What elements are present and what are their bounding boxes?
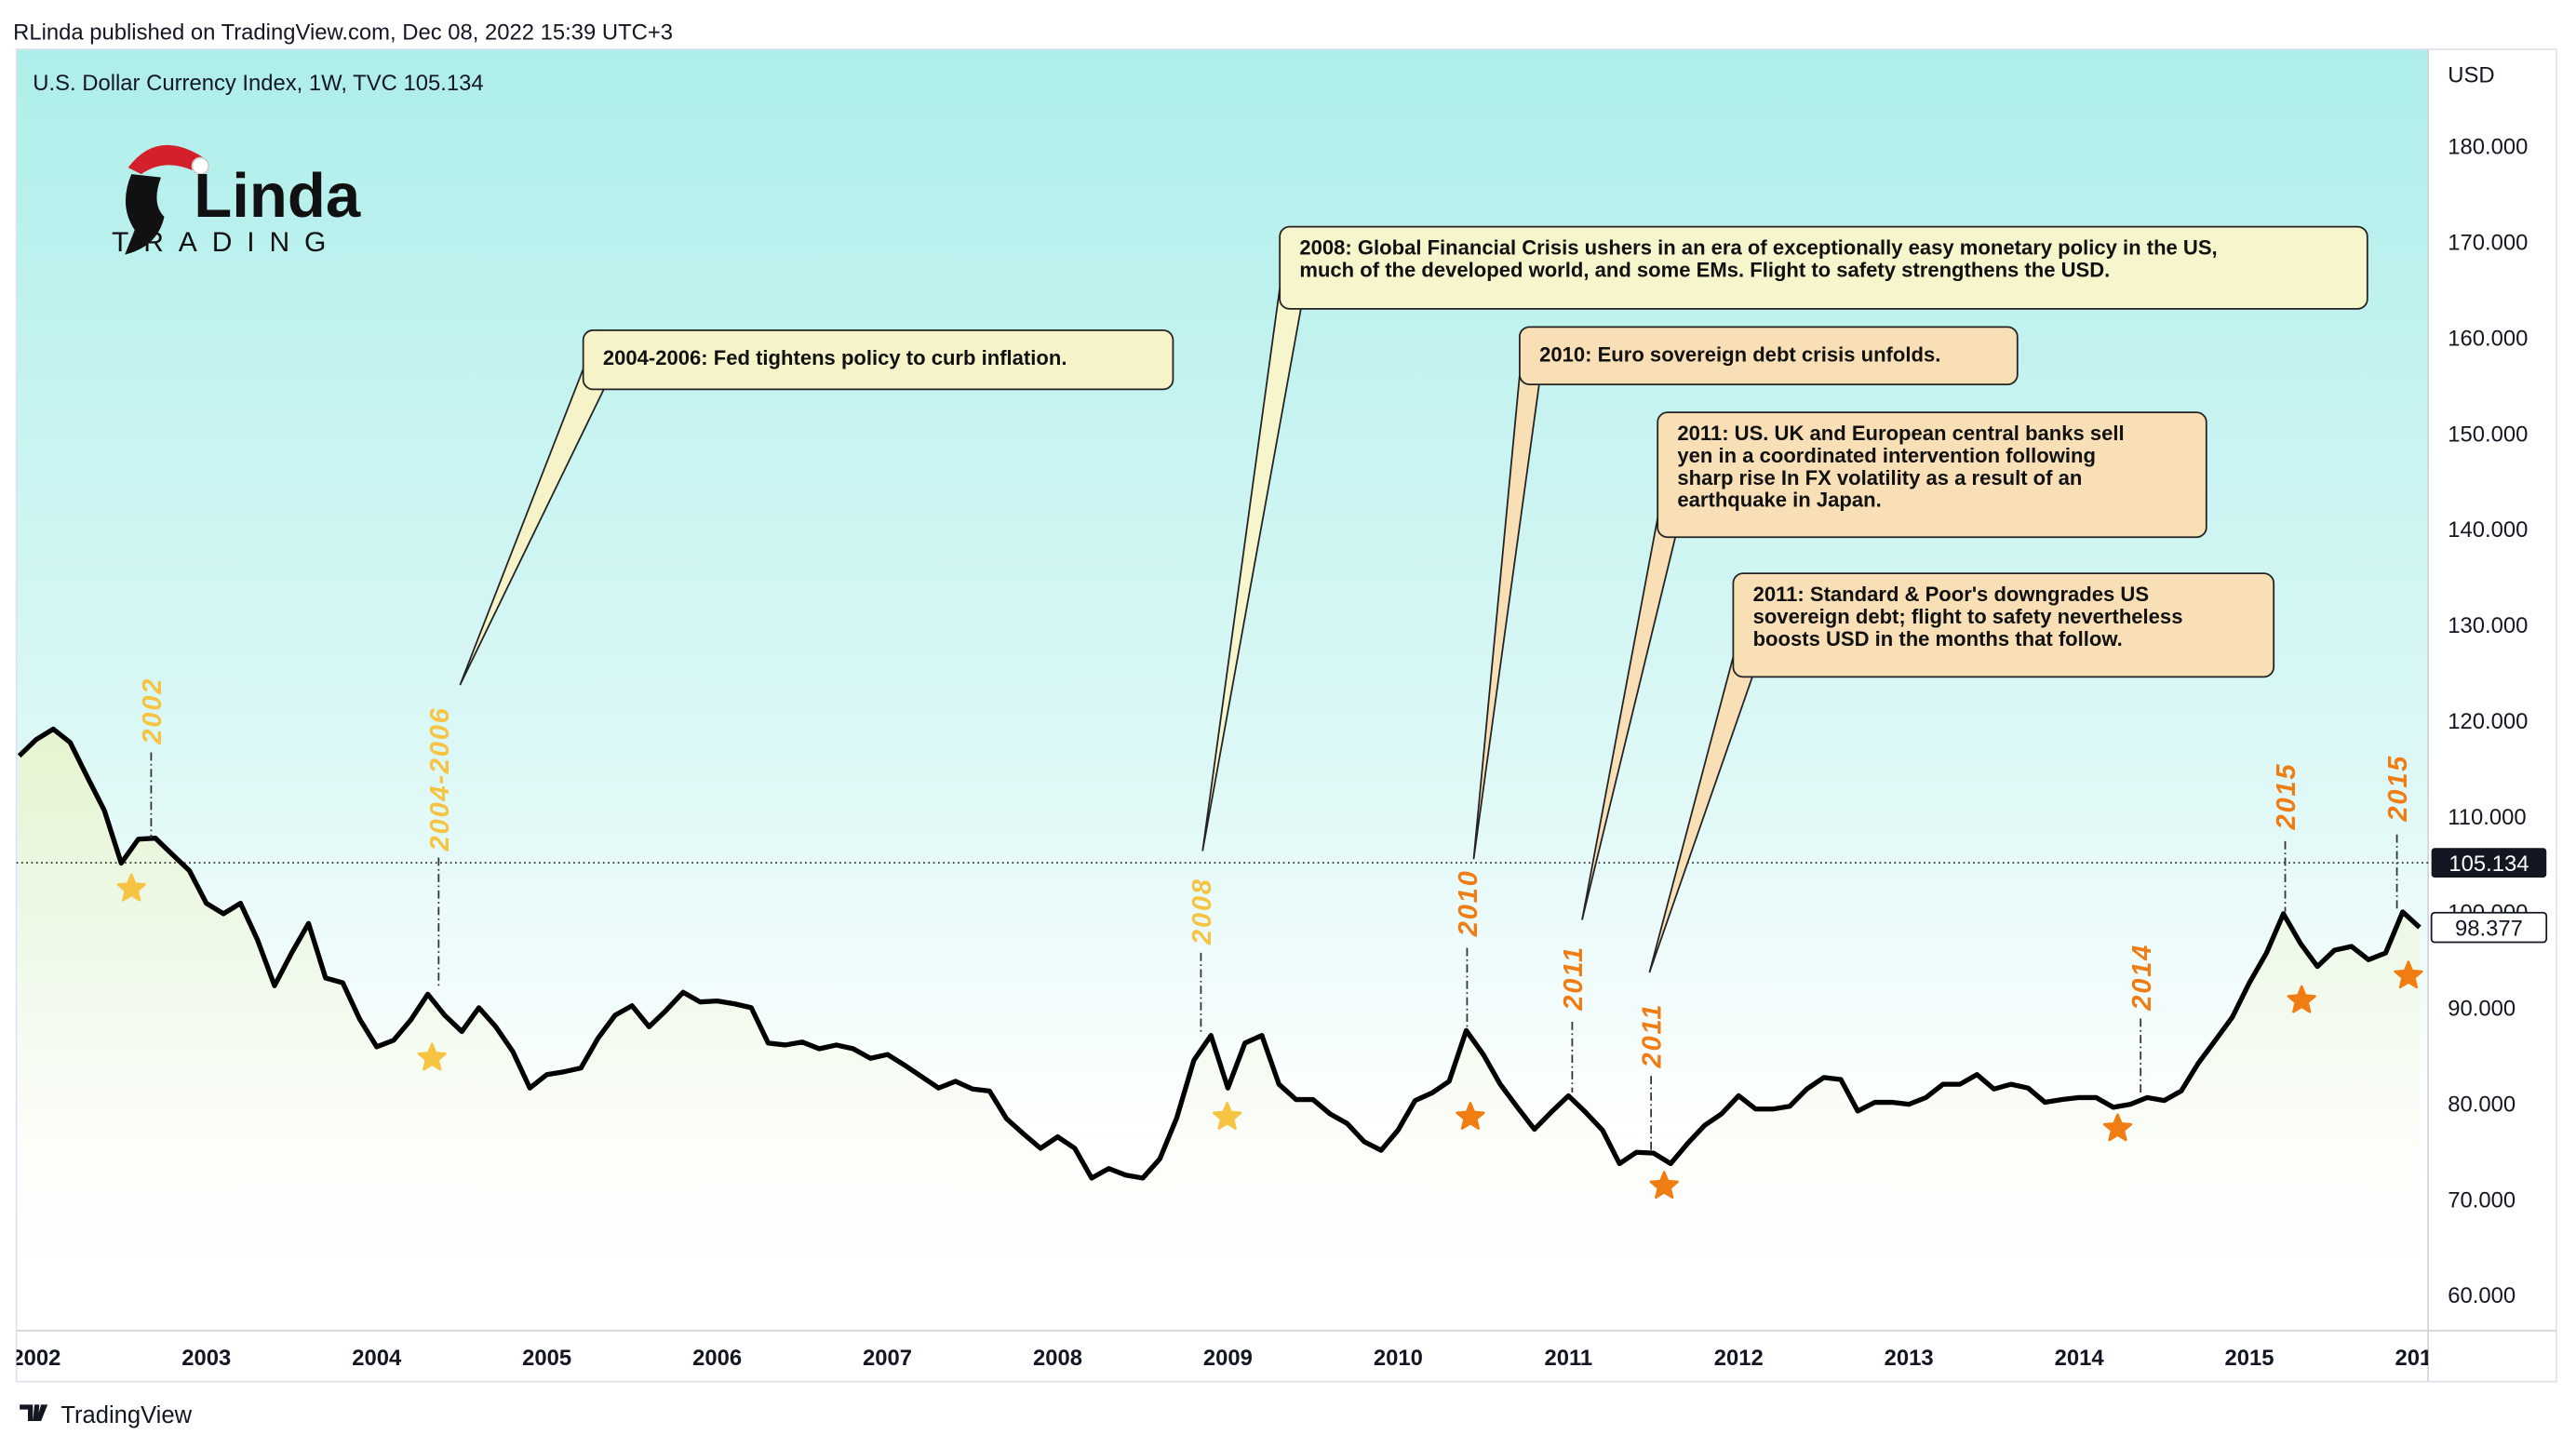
callout-seam xyxy=(1737,650,1758,673)
x-tick-label: 2009 xyxy=(1203,1346,1253,1371)
year-label: 2002 xyxy=(138,677,168,745)
callout-text: earthquake in Japan. xyxy=(1677,489,1881,512)
chart-frame xyxy=(15,48,2557,1383)
price-line-badge xyxy=(2431,848,2547,878)
header: RLinda published on TradingView.com, Dec… xyxy=(13,20,673,45)
callout-text: boosts USD in the months that follow. xyxy=(1753,627,2123,650)
logo-figure xyxy=(125,174,165,255)
last-value-label: 98.377 xyxy=(2455,916,2523,941)
star xyxy=(1213,1102,1242,1130)
y-tick-label: 160.000 xyxy=(2448,326,2528,351)
year-label: 2008 xyxy=(1187,878,1217,945)
year-label: 2011 xyxy=(1638,1003,1668,1069)
x-tick-label: 2003 xyxy=(181,1346,231,1371)
year-label: 2014 xyxy=(2127,944,2157,1012)
y-tick-label: 150.000 xyxy=(2448,422,2528,447)
x-tick-label: 2015 xyxy=(2225,1346,2274,1371)
star xyxy=(417,1042,447,1071)
callout: 2004-2006: Fed tightens policy to curb i… xyxy=(459,328,1174,686)
currency-label: USD xyxy=(2448,62,2494,87)
callout: 2008: Global Financial Crisis ushers in … xyxy=(1201,225,2368,851)
year-label: 2010 xyxy=(1454,869,1483,937)
y-tick-label: 110.000 xyxy=(2448,805,2526,830)
y-tick-label: 60.000 xyxy=(2448,1283,2516,1308)
x-tick-label: 2002 xyxy=(11,1346,60,1371)
y-tick-label: 90.000 xyxy=(2448,997,2516,1022)
year-label: 2011 xyxy=(1559,945,1589,1012)
x-axis: 2002 2003 2004 2005 2006 2007 2008 2009 2010 2011… xyxy=(11,1346,2444,1371)
callout: 2011: Standard & Poor's downgrades USsov… xyxy=(1648,572,2275,973)
callout: 2010: Euro sovereign debt crisis unfolds… xyxy=(1472,326,2019,860)
x-tick-label: 2014 xyxy=(2055,1346,2105,1371)
y-tick-label: 120.000 xyxy=(2448,709,2528,734)
x-tick-label: 2016 xyxy=(2395,1346,2444,1371)
logo-name: Linda xyxy=(194,161,361,231)
star xyxy=(2102,1113,2133,1142)
footer: TradingView xyxy=(60,1402,192,1428)
year-label: 2004-2006 xyxy=(425,706,455,851)
y-tick-label: 80.000 xyxy=(2448,1092,2516,1117)
chart-title: U.S. Dollar Currency Index, 1W, TVC 105.… xyxy=(33,71,483,96)
x-tick-label: 2011 xyxy=(1544,1346,1592,1371)
callout-box xyxy=(582,328,1174,391)
callout-text: 2011: US. UK and European central banks … xyxy=(1677,422,2124,445)
x-tick-label: 2010 xyxy=(1374,1346,1423,1371)
x-tick-label: 2008 xyxy=(1033,1346,1082,1371)
tv-icon xyxy=(20,1404,48,1422)
callout-seam xyxy=(587,364,610,385)
star xyxy=(1649,1171,1679,1200)
price-line-label: 105.134 xyxy=(2449,851,2529,877)
callout-text: 2008: Global Financial Crisis ushers in … xyxy=(1299,236,2217,260)
callout-text: sharp rise In FX volatility as a result … xyxy=(1677,466,2082,489)
star xyxy=(2394,960,2423,989)
x-tick-label: 2013 xyxy=(1885,1346,1934,1371)
callout-box xyxy=(1657,411,2207,539)
callout: 2011: US. UK and European central banks … xyxy=(1581,411,2207,920)
callout-text: 2011: Standard & Poor's downgrades US xyxy=(1753,583,2149,606)
year-label: 2015 xyxy=(2383,755,2413,823)
callout-text: 2004-2006: Fed tightens policy to curb i… xyxy=(603,346,1067,369)
x-tick-label: 2005 xyxy=(522,1346,571,1371)
y-tick-label: 70.000 xyxy=(2448,1187,2516,1213)
star xyxy=(116,873,146,902)
callout-text: much of the developed world, and some EM… xyxy=(1299,258,2110,281)
callout-seam xyxy=(1283,275,1307,305)
x-tick-label: 2012 xyxy=(1714,1346,1764,1371)
y-tick-label: 140.000 xyxy=(2448,517,2528,543)
callout-text: yen in a coordinated intervention follow… xyxy=(1677,444,2096,467)
x-tick-label: 2006 xyxy=(692,1346,742,1371)
logo: Linda TRADING xyxy=(112,144,361,258)
callout-text: 2010: Euro sovereign debt crisis unfolds… xyxy=(1539,342,1940,366)
logo-hat xyxy=(127,144,204,175)
callout-box xyxy=(1732,572,2275,678)
price-series xyxy=(17,726,2422,1181)
logo-hat-ball xyxy=(191,156,210,176)
callout-box xyxy=(1519,326,2019,385)
y-tick-label: 130.000 xyxy=(2448,613,2528,638)
star xyxy=(2287,985,2316,1013)
last-value-badge xyxy=(2430,911,2548,944)
y-tick-label: 170.000 xyxy=(2448,231,2528,256)
callout-seam xyxy=(1523,357,1545,381)
year-label: 2015 xyxy=(2272,763,2301,831)
star xyxy=(1456,1102,1485,1130)
x-tick-label: 2004 xyxy=(352,1346,402,1371)
area xyxy=(19,729,2420,1328)
callout-text: sovereign debt; flight to safety neverth… xyxy=(1753,605,2183,628)
callout-seam xyxy=(1661,509,1681,533)
y-tick-label: 180.000 xyxy=(2448,135,2528,160)
tradingview-logo: TradingView xyxy=(20,1402,193,1428)
logo-tagline: TRADING xyxy=(112,227,341,258)
x-tick-label: 2007 xyxy=(863,1346,912,1371)
callout-box xyxy=(1279,225,2368,310)
